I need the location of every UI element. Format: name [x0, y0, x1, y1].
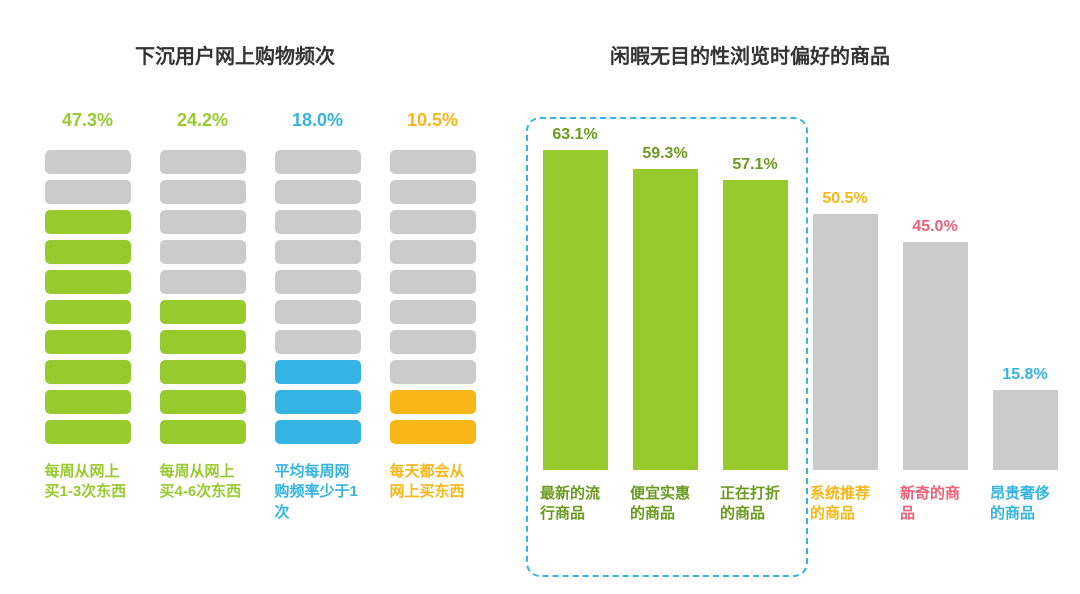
bar-label: 新奇的商品 — [900, 484, 970, 525]
seg-block — [390, 270, 476, 294]
bar-pct: 57.1% — [732, 156, 777, 174]
seg-block — [160, 210, 246, 234]
seg-block — [390, 390, 476, 414]
seg-pct: 47.3% — [62, 110, 113, 132]
seg-label: 每周从网上买4-6次东西 — [160, 462, 246, 503]
seg-block — [390, 150, 476, 174]
seg-pct: 10.5% — [407, 110, 458, 132]
seg-block — [390, 360, 476, 384]
seg-col-1: 24.2% 每周从网上买4-6次东西 — [155, 110, 250, 523]
seg-col-3: 10.5% 每天都会从网上买东西 — [385, 110, 480, 523]
seg-block — [390, 180, 476, 204]
bar-rect — [543, 150, 608, 470]
seg-block — [160, 390, 246, 414]
seg-block — [390, 420, 476, 444]
seg-stack — [275, 150, 361, 444]
seg-label: 每周从网上买1-3次东西 — [45, 462, 131, 503]
seg-block — [275, 390, 361, 414]
bar-rect — [633, 169, 698, 470]
seg-block — [275, 240, 361, 264]
seg-stack — [390, 150, 476, 444]
seg-block — [45, 330, 131, 354]
seg-block — [160, 330, 246, 354]
seg-block — [160, 240, 246, 264]
seg-block — [160, 270, 246, 294]
seg-block — [275, 180, 361, 204]
bar-pct: 63.1% — [552, 126, 597, 144]
bar-col-3: 50.5%系统推荐的商品 — [810, 190, 880, 470]
bar-rect — [723, 180, 788, 470]
bar-col-1: 59.3%便宜实惠的商品 — [630, 145, 700, 470]
seg-block — [275, 420, 361, 444]
seg-stack — [45, 150, 131, 444]
seg-block — [275, 330, 361, 354]
seg-block — [390, 330, 476, 354]
seg-label: 平均每周网购频率少于1次 — [275, 462, 361, 523]
seg-block — [160, 180, 246, 204]
bar-label: 正在打折的商品 — [720, 484, 790, 525]
seg-block — [275, 150, 361, 174]
seg-block — [160, 360, 246, 384]
seg-block — [275, 300, 361, 324]
bar-rect — [903, 242, 968, 470]
bar-label: 最新的流行商品 — [540, 484, 610, 525]
seg-label: 每天都会从网上买东西 — [390, 462, 476, 503]
seg-stack — [160, 150, 246, 444]
seg-block — [45, 300, 131, 324]
seg-block — [275, 270, 361, 294]
seg-col-0: 47.3% 每周从网上买1-3次东西 — [40, 110, 135, 523]
seg-block — [45, 360, 131, 384]
seg-block — [45, 420, 131, 444]
right-chart: 63.1%最新的流行商品 59.3%便宜实惠的商品 57.1%正在打折的商品 50.5… — [520, 95, 1060, 470]
seg-pct: 24.2% — [177, 110, 228, 132]
seg-block — [275, 360, 361, 384]
bar-label: 系统推荐的商品 — [810, 484, 880, 525]
seg-block — [390, 300, 476, 324]
bar-col-0: 63.1%最新的流行商品 — [540, 126, 610, 470]
bar-col-2: 57.1%正在打折的商品 — [720, 156, 790, 470]
bar-pct: 45.0% — [912, 218, 957, 236]
seg-block — [45, 150, 131, 174]
seg-block — [45, 210, 131, 234]
bar-rect — [813, 214, 878, 470]
left-chart-title: 下沉用户网上购物频次 — [135, 40, 335, 69]
bar-label: 便宜实惠的商品 — [630, 484, 700, 525]
bar-pct: 15.8% — [1002, 366, 1047, 384]
bar-pct: 50.5% — [822, 190, 867, 208]
seg-block — [160, 150, 246, 174]
seg-block — [160, 300, 246, 324]
seg-block — [45, 270, 131, 294]
bar-label: 昂贵奢侈的商品 — [990, 484, 1060, 525]
left-chart: 47.3% 每周从网上买1-3次东西 24.2% 每周从网上买4-6次东西 18.0% 平… — [40, 110, 480, 523]
bar-pct: 59.3% — [642, 145, 687, 163]
seg-block — [390, 210, 476, 234]
seg-col-2: 18.0% 平均每周网购频率少于1次 — [270, 110, 365, 523]
seg-block — [160, 420, 246, 444]
seg-block — [45, 180, 131, 204]
seg-pct: 18.0% — [292, 110, 343, 132]
seg-block — [45, 240, 131, 264]
seg-block — [390, 240, 476, 264]
bar-rect — [993, 390, 1058, 470]
bar-col-5: 15.8%昂贵奢侈的商品 — [990, 366, 1060, 470]
seg-block — [45, 390, 131, 414]
seg-block — [275, 210, 361, 234]
right-chart-title: 闲暇无目的性浏览时偏好的商品 — [610, 40, 890, 69]
bar-col-4: 45.0%新奇的商品 — [900, 218, 970, 470]
